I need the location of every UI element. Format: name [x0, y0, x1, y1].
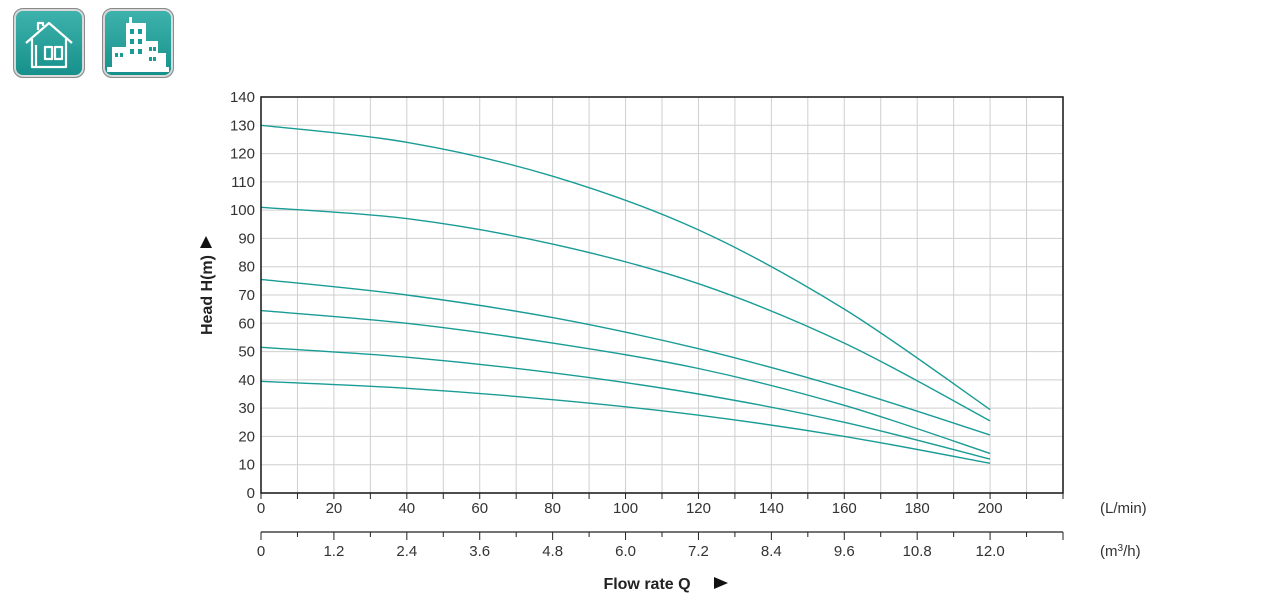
y-tick-label: 30	[238, 400, 255, 417]
x2-tick-label: 4.8	[542, 543, 563, 560]
y-tick-label: 50	[238, 344, 255, 361]
y-tick-label: 60	[238, 315, 255, 332]
y-tick-label: 130	[230, 117, 255, 134]
x2-tick-label: 0	[257, 543, 265, 560]
x-axis-primary-ticks: 0 20 40 60 80 100 120 140 160 180 200	[257, 493, 1064, 517]
x2-tick-label: 7.2	[688, 543, 709, 560]
series-line-3	[260, 278, 991, 436]
y-tick-label: 100	[230, 202, 255, 219]
house-icon	[13, 8, 85, 78]
y-tick-label: 20	[238, 428, 255, 445]
y-tick-label: 70	[238, 287, 255, 304]
x-axis-secondary-unit: (m3/h)	[1100, 543, 1141, 561]
series-line-4	[260, 309, 991, 455]
x-tick-label: 180	[905, 500, 930, 517]
y-axis-label: Head H(m)	[199, 255, 216, 335]
x-tick-label: 120	[686, 500, 711, 517]
y-tick-label: 120	[230, 146, 255, 163]
y-tick-label: 80	[238, 259, 255, 276]
x-tick-label: 0	[257, 500, 265, 517]
chart-grid	[260, 96, 1064, 494]
y-tick-label: 0	[247, 485, 255, 502]
series-line-2	[260, 206, 991, 422]
x2-tick-label: 6.0	[615, 543, 636, 560]
x-axis-secondary: 0 1.2 2.4 3.6 4.8 6.0 7.2 8.4 9.6 10.8 12.0	[257, 531, 1064, 560]
y-tick-label: 40	[238, 372, 255, 389]
y-axis-arrow-icon	[200, 236, 212, 248]
x2-tick-label: 10.8	[903, 543, 932, 560]
x-tick-label: 20	[326, 500, 343, 517]
y-tick-label: 90	[238, 230, 255, 247]
y-tick-label: 140	[230, 89, 255, 106]
x-tick-label: 40	[398, 500, 415, 517]
x-tick-label: 60	[471, 500, 488, 517]
y-tick-label: 10	[238, 457, 255, 474]
x-axis-title: Flow rate Q	[603, 576, 728, 593]
x-tick-label: 200	[978, 500, 1003, 517]
x-axis-primary-unit: (L/min)	[1100, 500, 1147, 517]
x-tick-label: 80	[544, 500, 561, 517]
city-buildings-icon	[102, 8, 174, 78]
x2-tick-label: 8.4	[761, 543, 782, 560]
x-tick-label: 100	[613, 500, 638, 517]
x2-tick-label: 12.0	[975, 543, 1004, 560]
y-axis-ticks: 0 10 20 30 40 50 60 70 80 90 100 110 120 130 140	[230, 89, 255, 502]
y-axis-title: Head H(m)	[199, 236, 216, 335]
x-axis-arrow-icon	[714, 577, 728, 589]
series-line-1	[260, 124, 991, 411]
x-tick-label: 160	[832, 500, 857, 517]
x2-tick-label: 9.6	[834, 543, 855, 560]
chart-series	[260, 124, 991, 464]
x2-tick-label: 1.2	[323, 543, 344, 560]
series-line-6	[260, 380, 991, 464]
x-tick-label: 140	[759, 500, 784, 517]
x2-tick-label: 3.6	[469, 543, 490, 560]
x2-tick-label: 2.4	[396, 543, 417, 560]
series-line-5	[260, 346, 991, 460]
y-tick-label: 110	[231, 174, 255, 191]
x-axis-label: Flow rate Q	[603, 576, 690, 593]
